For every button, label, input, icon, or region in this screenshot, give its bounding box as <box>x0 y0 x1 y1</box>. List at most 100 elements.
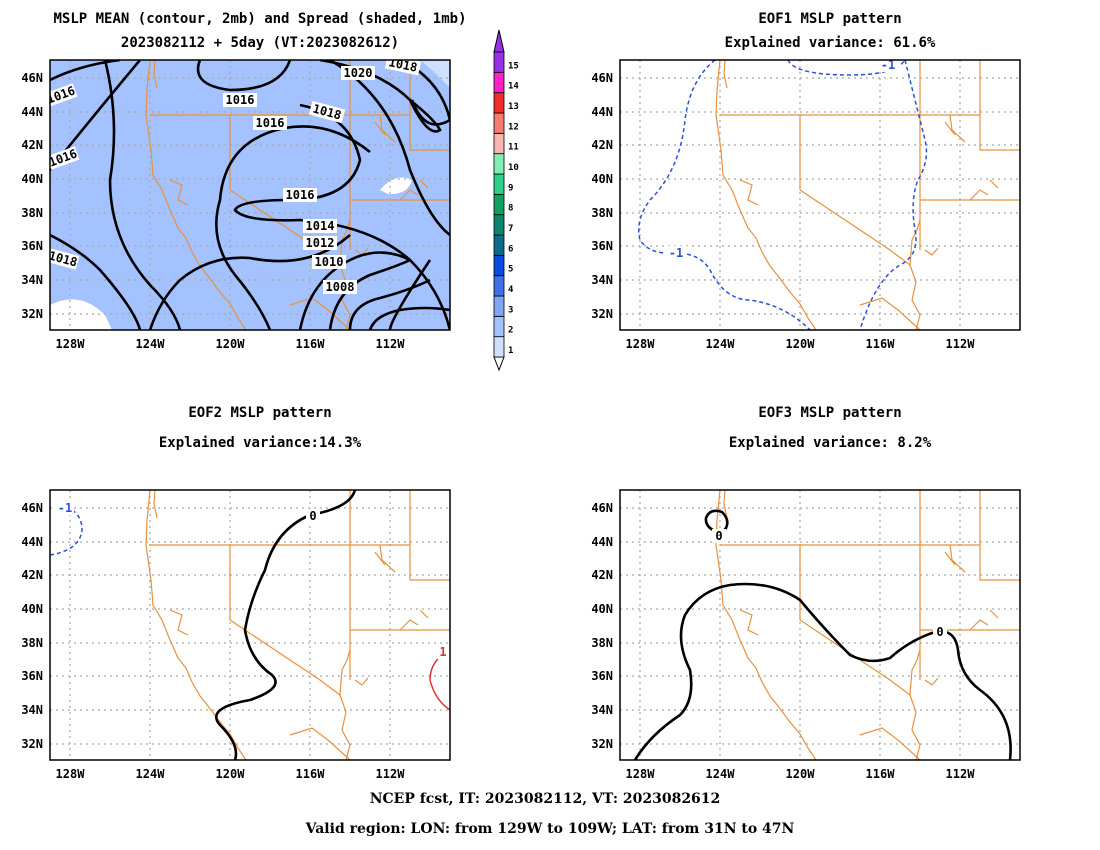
colorbar-label: 5 <box>508 265 513 275</box>
panel1-title-line2: 2023082112 + 5day (VT:2023082612) <box>121 35 399 51</box>
colorbar-swatch <box>493 51 505 73</box>
contour-label: 1012 <box>306 236 335 250</box>
y-tick-label: 38N <box>591 636 613 650</box>
colorbar-label: 2 <box>508 326 513 336</box>
y-tick-label: 42N <box>591 568 613 582</box>
y-tick-label: 38N <box>21 636 43 650</box>
x-tick-label: 120W <box>786 767 816 781</box>
x-tick-label: 116W <box>866 767 896 781</box>
colorbar-label: 8 <box>508 204 513 214</box>
y-tick-label: 32N <box>591 307 613 321</box>
y-tick-label: 38N <box>21 206 43 220</box>
panel1-plot: 1020 1018 1016 1016 1016 1016 1018 1018 … <box>47 59 451 331</box>
colorbar-label: 7 <box>508 224 513 234</box>
x-tick-label: 120W <box>216 337 246 351</box>
colorbar-label: 1 <box>508 346 513 356</box>
y-tick-label: 38N <box>591 206 613 220</box>
x-tick-label: 112W <box>376 767 406 781</box>
y-tick-label: 32N <box>21 737 43 751</box>
colorbar-label: 3 <box>508 305 513 315</box>
x-tick-label: 124W <box>706 337 736 351</box>
y-tick-label: 46N <box>21 71 43 85</box>
contour-label: 1020 <box>344 66 373 80</box>
panel1-axes: 46N 44N 42N 40N 38N 36N 34N 32N 128W 124… <box>21 71 405 351</box>
panel3-plot: 0 -1 1 <box>49 489 451 761</box>
panel4-title-line1: EOF3 MSLP pattern <box>758 405 901 421</box>
panel4-plot: 0 0 <box>619 489 1021 761</box>
panel4-axes: 46N 44N 42N 40N 38N 36N 34N 32N 128W 124… <box>591 501 975 781</box>
x-tick-label: 112W <box>946 337 976 351</box>
y-tick-label: 34N <box>591 703 613 717</box>
y-tick-label: 42N <box>591 138 613 152</box>
y-tick-label: 42N <box>21 138 43 152</box>
contour-label: 1018 <box>47 248 79 269</box>
mslp-contours <box>50 60 450 330</box>
x-tick-label: 116W <box>866 337 896 351</box>
spread-low-area <box>380 177 412 195</box>
y-tick-label: 44N <box>21 535 43 549</box>
y-tick-label: 40N <box>591 172 613 186</box>
x-tick-label: 116W <box>296 767 326 781</box>
footer-forecast-info: NCEP fcst, IT: 2023082112, VT: 202308261… <box>370 791 721 807</box>
colorbar-swatch <box>493 234 505 256</box>
x-tick-label: 128W <box>56 337 86 351</box>
y-tick-label: 40N <box>21 602 43 616</box>
y-tick-label: 36N <box>21 239 43 253</box>
colorbar-swatch <box>493 275 505 297</box>
contour-label: 1014 <box>306 219 335 233</box>
y-tick-label: 36N <box>591 239 613 253</box>
contour-label: 1016 <box>256 116 285 130</box>
panel1-contour-labels: 1020 1018 1016 1016 1016 1016 1018 1018 … <box>47 60 422 294</box>
colorbar-swatch <box>493 214 505 236</box>
spread-low-area <box>420 60 450 88</box>
colorbar-label: 11 <box>508 143 519 153</box>
x-tick-label: 128W <box>626 337 656 351</box>
colorbar-label: 15 <box>508 61 519 71</box>
contour-label: 1 <box>439 645 446 659</box>
panel2-plot: -1 -1 <box>619 58 1021 331</box>
colorbar-swatch <box>493 153 505 175</box>
contour-label: 1016 <box>286 188 315 202</box>
x-tick-label: 120W <box>786 337 816 351</box>
footer-valid-region: Valid region: LON: from 129W to 109W; LA… <box>305 821 795 837</box>
contour-label: 0 <box>309 509 316 523</box>
y-tick-label: 40N <box>21 172 43 186</box>
y-tick-label: 34N <box>21 273 43 287</box>
panel3-title-line1: EOF2 MSLP pattern <box>188 405 331 421</box>
colorbar-swatch <box>493 71 505 94</box>
y-tick-label: 46N <box>591 71 613 85</box>
panel4-title-line2: Explained variance: 8.2% <box>729 435 932 451</box>
y-tick-label: 44N <box>591 535 613 549</box>
contour-label: 1010 <box>315 255 344 269</box>
colorbar-top-arrow <box>493 29 505 53</box>
y-tick-label: 32N <box>591 737 613 751</box>
panel2-contour-labels: -1 -1 <box>665 58 899 260</box>
panel4-contour-labels: 0 0 <box>712 529 947 639</box>
colorbar-swatch <box>493 92 505 114</box>
x-tick-label: 124W <box>136 767 166 781</box>
panel2-title-line1: EOF1 MSLP pattern <box>758 11 901 27</box>
colorbar-swatch <box>493 315 505 338</box>
x-tick-label: 120W <box>216 767 246 781</box>
colorbar-bottom-arrow <box>493 356 505 372</box>
x-tick-label: 124W <box>706 767 736 781</box>
y-tick-label: 36N <box>591 669 613 683</box>
x-tick-label: 112W <box>376 337 406 351</box>
colorbar-label: 12 <box>508 122 519 132</box>
x-tick-label: 124W <box>136 337 166 351</box>
y-tick-label: 34N <box>21 703 43 717</box>
x-tick-label: 116W <box>296 337 326 351</box>
panel3-contour-labels: 0 -1 1 <box>56 501 450 659</box>
y-tick-label: 34N <box>591 273 613 287</box>
contour-label: -1 <box>58 501 72 515</box>
y-tick-label: 44N <box>591 105 613 119</box>
colorbar-label: 13 <box>508 102 519 112</box>
colorbar-label: 4 <box>508 285 514 295</box>
contour-label: 0 <box>936 625 943 639</box>
y-tick-label: 46N <box>591 501 613 515</box>
panel3-title-line2: Explained variance:14.3% <box>159 435 362 451</box>
colorbar-swatch <box>493 193 505 216</box>
colorbar-label: 9 <box>508 183 513 193</box>
contour-label: -1 <box>881 58 895 72</box>
